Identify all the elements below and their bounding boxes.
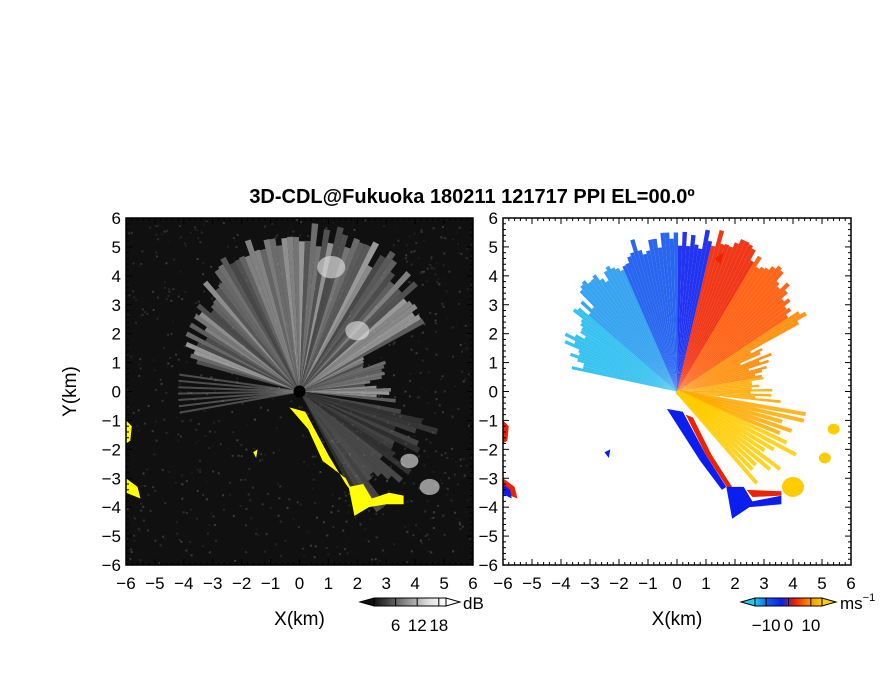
x-axis-label: X(km) bbox=[652, 609, 703, 630]
y-tick-label: −5 bbox=[479, 527, 498, 546]
colorbar-unit: ms−1 bbox=[840, 592, 875, 613]
velocity-clutter-6 bbox=[503, 484, 512, 499]
colorbar-tick-label: 10 bbox=[801, 616, 820, 635]
y-tick-label: −6 bbox=[479, 556, 498, 575]
colorbar-tick-label: −10 bbox=[752, 616, 781, 635]
x-tick-label: 5 bbox=[439, 574, 448, 593]
y-tick-label: −5 bbox=[102, 527, 121, 546]
y-tick-label: −3 bbox=[102, 469, 121, 488]
x-tick-label: 3 bbox=[382, 574, 391, 593]
colorbar-strip bbox=[373, 597, 447, 607]
y-tick-label: 0 bbox=[489, 383, 498, 402]
y-tick-label: −1 bbox=[102, 411, 121, 430]
x-tick-label: 6 bbox=[468, 574, 477, 593]
chart-title: 3D-CDL@Fukuoka 180211 121717 PPI EL=00.0… bbox=[249, 186, 695, 208]
y-tick-label: 5 bbox=[112, 238, 121, 257]
axes-reflectivity-ppi: −6 −5 −4 −3 −2 −1 0 1 2 3 4 5 6−6−5−4−3−2−10123456X(… bbox=[60, 209, 478, 630]
x-tick-label: 3 bbox=[759, 574, 768, 593]
colorbar-tick-label: 12 bbox=[408, 616, 427, 635]
x-tick-label: −3 bbox=[580, 574, 599, 593]
reflectivity-plot-area bbox=[126, 218, 473, 565]
y-tick-label: 0 bbox=[112, 383, 121, 402]
x-tick-label: 4 bbox=[788, 574, 797, 593]
x-tick-label: −4 bbox=[174, 574, 193, 593]
y-tick-label: 1 bbox=[489, 354, 498, 373]
colorbar-tick-label: 18 bbox=[429, 616, 448, 635]
clutter-region-0 bbox=[289, 407, 355, 496]
x-tick-label: −5 bbox=[522, 574, 541, 593]
y-tick-label: 3 bbox=[112, 296, 121, 315]
x-axis-label: X(km) bbox=[274, 609, 325, 630]
y-tick-label: −2 bbox=[102, 440, 121, 459]
y-tick-label: −6 bbox=[102, 556, 121, 575]
x-tick-label: 2 bbox=[730, 574, 739, 593]
x-tick-label: −3 bbox=[203, 574, 222, 593]
x-tick-label: −1 bbox=[261, 574, 280, 593]
y-tick-label: −4 bbox=[479, 498, 498, 517]
velocity-clutter-0 bbox=[666, 408, 727, 490]
y-tick-label: −1 bbox=[479, 411, 498, 430]
velocity-clutter-1 bbox=[685, 414, 733, 489]
clutter-region-1 bbox=[348, 484, 404, 516]
x-tick-label: 2 bbox=[353, 574, 362, 593]
y-tick-label: 2 bbox=[489, 325, 498, 344]
y-tick-label: 3 bbox=[489, 296, 498, 315]
x-tick-label: −6 bbox=[493, 574, 512, 593]
radar-origin-marker bbox=[293, 385, 306, 398]
y-tick-label: 5 bbox=[489, 238, 498, 257]
y-tick-label: 1 bbox=[112, 354, 121, 373]
y-tick-label: −2 bbox=[479, 440, 498, 459]
velocity-colorbar: −10 0 10 ms−1 bbox=[739, 592, 875, 635]
y-tick-label: 2 bbox=[112, 325, 121, 344]
y-tick-label: 4 bbox=[112, 267, 121, 286]
x-tick-label: −1 bbox=[638, 574, 657, 593]
clutter-region-3 bbox=[126, 478, 141, 499]
y-tick-label: 4 bbox=[489, 267, 498, 286]
x-tick-label: 6 bbox=[846, 574, 855, 593]
y-axis-label: Y(km) bbox=[60, 366, 81, 417]
y-tick-label: 6 bbox=[112, 209, 121, 228]
x-tick-label: 1 bbox=[701, 574, 710, 593]
y-tick-label: 6 bbox=[489, 209, 498, 228]
x-tick-label: −2 bbox=[232, 574, 251, 593]
velocity-clutter-3 bbox=[746, 489, 782, 498]
x-tick-label: −4 bbox=[551, 574, 570, 593]
colorbar-tick-label: 0 bbox=[784, 616, 793, 635]
x-tick-label: −5 bbox=[145, 574, 164, 593]
clutter-region-4 bbox=[253, 449, 258, 459]
axes-doppler-velocity-ppi: −6 −5 −4 −3 −2 −1 0 1 2 3 4 5 6 −6 −5 −4 −3 −2 −1 0 1 2 3 4 5 6 X(… bbox=[479, 209, 856, 630]
x-tick-label: 4 bbox=[410, 574, 419, 593]
colorbar-tick-label: 6 bbox=[391, 616, 400, 635]
y-tick-label: −3 bbox=[479, 469, 498, 488]
x-tick-label: −6 bbox=[116, 574, 135, 593]
velocity-plot-area bbox=[503, 218, 851, 565]
velocity-clutter-8 bbox=[714, 252, 724, 265]
x-tick-label: 1 bbox=[324, 574, 333, 593]
x-tick-label: 0 bbox=[672, 574, 681, 593]
velocity-clutter-7 bbox=[604, 449, 611, 459]
x-tick-label: 0 bbox=[295, 574, 304, 593]
x-tick-label: −2 bbox=[609, 574, 628, 593]
reflectivity-colorbar: 6 12 18 dB bbox=[358, 594, 484, 635]
y-tick-label: −4 bbox=[102, 498, 121, 517]
velocity-clutter-2 bbox=[726, 486, 782, 519]
colorbar-unit: dB bbox=[463, 594, 484, 613]
x-tick-label: 5 bbox=[817, 574, 826, 593]
